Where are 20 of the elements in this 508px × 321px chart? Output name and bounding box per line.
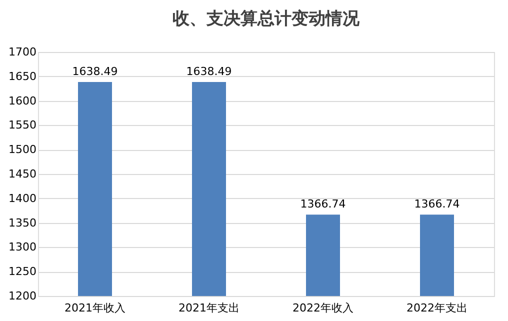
y-tick-label: 1200 (8, 290, 36, 302)
data-label: 1366.74 (414, 198, 460, 211)
y-tick-label: 1600 (8, 94, 36, 108)
y-tick-label: 1700 (8, 46, 36, 58)
x-tick-label: 2022年支出 (406, 302, 468, 314)
x-tick-label: 2022年收入 (292, 302, 354, 314)
y-tick-label: 1450 (8, 168, 36, 180)
y-tick-label: 1300 (8, 240, 36, 254)
chart-title: 收、支决算总计变动情况 (172, 9, 360, 29)
y-tick-label: 1650 (8, 70, 36, 83)
y-tick-label: 1400 (8, 192, 36, 205)
x-tick-label: 2021年支出 (178, 302, 240, 314)
y-tick-label: 1500 (8, 143, 36, 156)
x-tick-label: 2021年收入 (64, 302, 126, 314)
data-label: 1638.49 (72, 65, 118, 78)
data-label: 1366.74 (300, 198, 346, 211)
y-tick-label: 1250 (8, 265, 36, 278)
y-tick-label: 1550 (8, 118, 36, 132)
data-label: 1638.49 (186, 65, 232, 78)
y-tick-label: 1350 (8, 216, 36, 230)
